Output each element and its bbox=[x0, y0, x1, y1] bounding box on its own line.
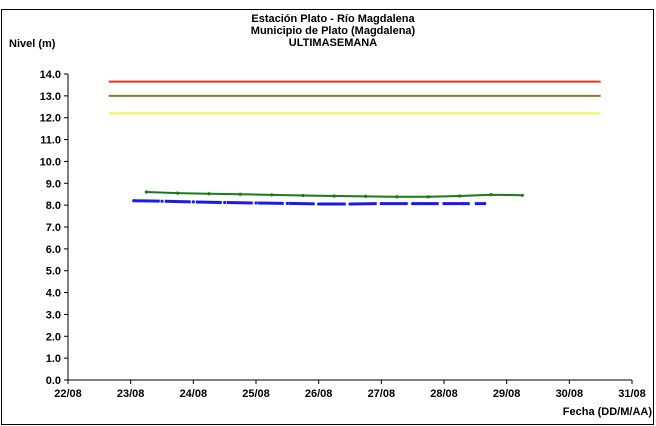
y-tick-label: 10.0 bbox=[40, 156, 61, 168]
y-tick-label: 3.0 bbox=[46, 309, 61, 321]
data-point bbox=[144, 190, 148, 194]
data-point bbox=[317, 202, 321, 206]
data-point bbox=[332, 194, 336, 198]
chart-title: Estación Plato - Río Magdalena Municipio… bbox=[0, 13, 656, 49]
y-tick-label: 12.0 bbox=[40, 113, 61, 125]
x-tick-label: 24/08 bbox=[180, 388, 208, 400]
x-tick-label: 23/08 bbox=[117, 388, 145, 400]
y-tick-label: 6.0 bbox=[46, 244, 61, 256]
x-tick-label: 27/08 bbox=[368, 388, 396, 400]
y-tick-label: 0.0 bbox=[46, 375, 61, 387]
x-axis-label: Fecha (DD/M/AA) bbox=[562, 406, 652, 418]
data-point bbox=[461, 202, 465, 206]
y-tick-label: 8.0 bbox=[46, 200, 61, 212]
data-point bbox=[458, 194, 462, 198]
y-axis-label: Nivel (m) bbox=[9, 38, 56, 50]
chart-area bbox=[1, 9, 654, 425]
y-tick-label: 9.0 bbox=[46, 178, 61, 190]
y-tick-label: 2.0 bbox=[46, 331, 61, 343]
series-line-2 bbox=[133, 199, 485, 206]
data-point bbox=[395, 195, 399, 199]
data-point bbox=[483, 202, 487, 206]
data-point bbox=[442, 202, 446, 206]
x-tick-label: 31/08 bbox=[618, 388, 646, 400]
data-point bbox=[426, 195, 430, 199]
data-point bbox=[176, 191, 180, 195]
y-tick-label: 5.0 bbox=[46, 266, 61, 278]
x-tick-label: 29/08 bbox=[493, 388, 521, 400]
data-point bbox=[207, 192, 211, 196]
data-point bbox=[364, 194, 368, 198]
data-point bbox=[285, 201, 289, 205]
data-point bbox=[270, 193, 274, 197]
y-tick-label: 13.0 bbox=[40, 91, 61, 103]
data-point bbox=[238, 192, 242, 196]
data-point bbox=[411, 202, 415, 206]
chart-title-line-3: ULTIMASEMANA bbox=[288, 37, 378, 49]
y-tick-label: 14.0 bbox=[40, 69, 61, 81]
data-point bbox=[254, 201, 258, 205]
data-point bbox=[348, 202, 352, 206]
data-point bbox=[160, 199, 164, 203]
chart-title-line-2: Municipio de Plato (Magdalena) bbox=[250, 25, 416, 37]
data-point bbox=[489, 193, 493, 197]
data-point bbox=[520, 193, 524, 197]
chart-title-line-1: Estación Plato - Río Magdalena bbox=[251, 13, 415, 25]
x-tick-label: 26/08 bbox=[305, 388, 333, 400]
data-point bbox=[379, 202, 383, 206]
y-tick-label: 7.0 bbox=[46, 222, 61, 234]
data-point bbox=[132, 199, 136, 203]
y-tick-label: 1.0 bbox=[46, 353, 61, 365]
y-tick-label: 4.0 bbox=[46, 288, 61, 300]
x-tick-label: 25/08 bbox=[242, 388, 270, 400]
x-tick-label: 22/08 bbox=[54, 388, 82, 400]
data-point bbox=[191, 200, 195, 204]
data-point bbox=[223, 200, 227, 205]
y-tick-label: 11.0 bbox=[40, 135, 61, 147]
x-tick-label: 28/08 bbox=[430, 388, 458, 400]
data-point bbox=[301, 193, 305, 198]
x-tick-label: 30/08 bbox=[556, 388, 584, 400]
